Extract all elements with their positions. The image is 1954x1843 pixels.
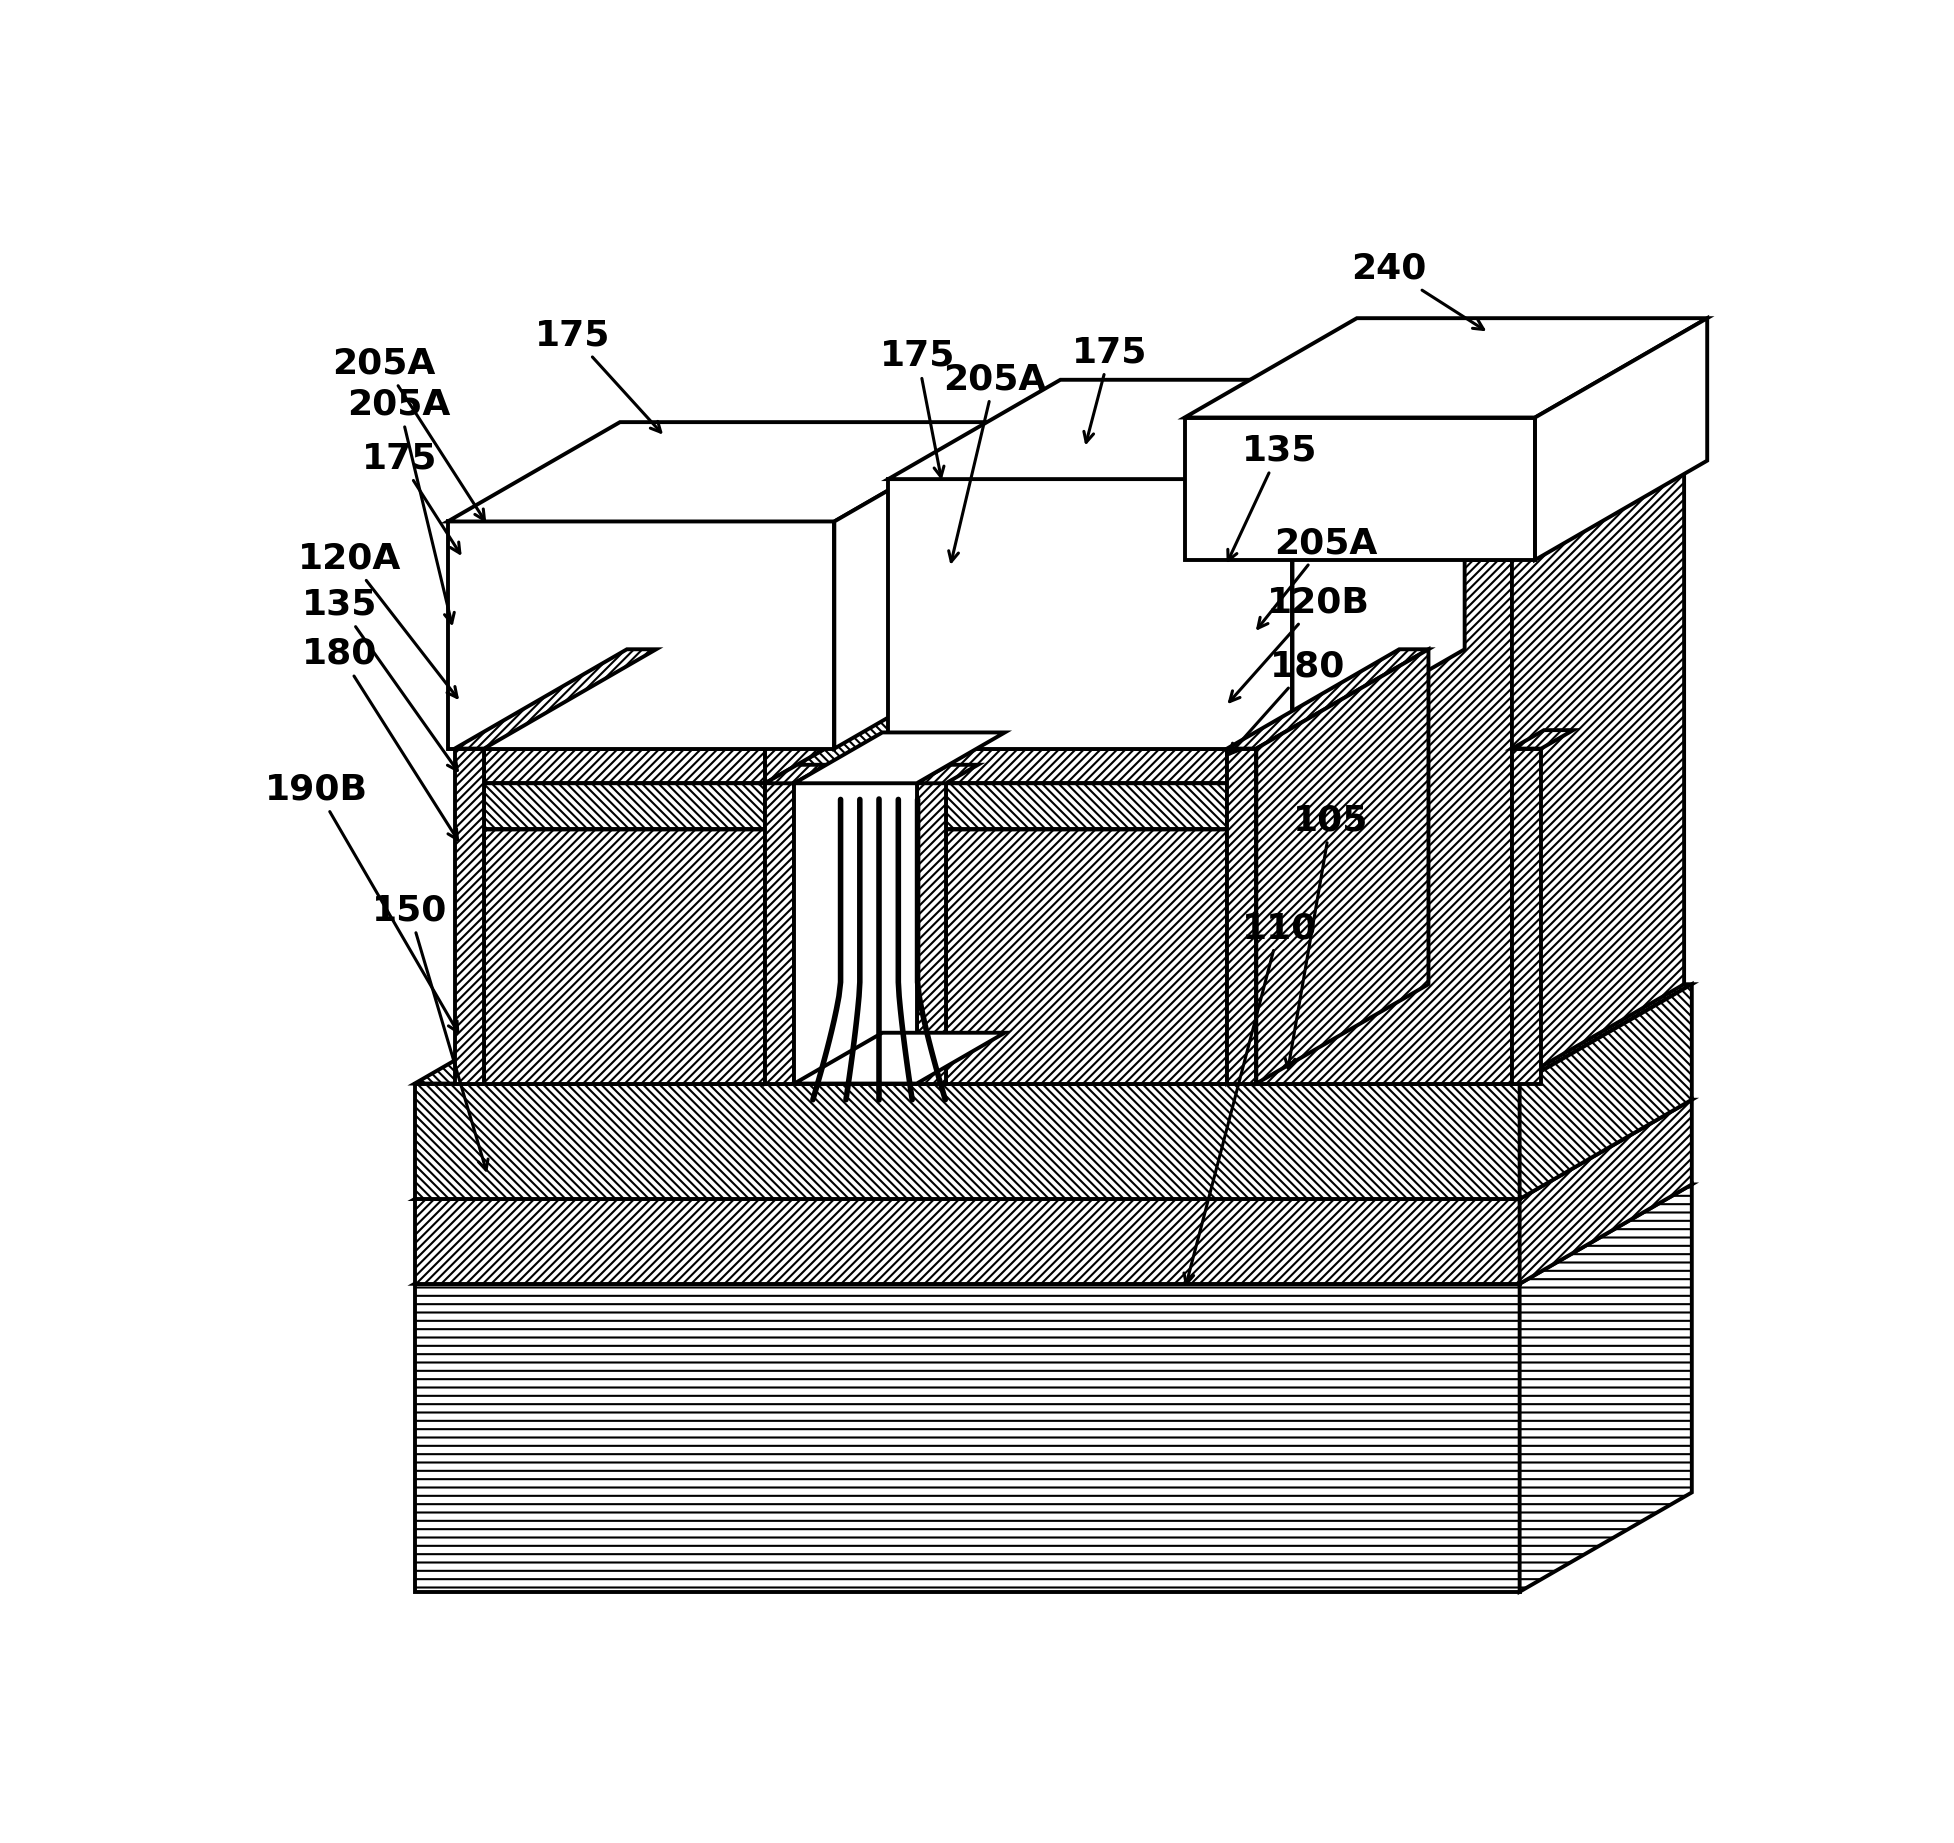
Polygon shape [946,748,1227,783]
Polygon shape [946,730,1399,829]
Polygon shape [1512,730,1573,748]
Polygon shape [1227,649,1399,783]
Polygon shape [946,829,1227,1084]
Polygon shape [1512,461,1684,1084]
Polygon shape [1520,1185,1692,1592]
Text: 120A: 120A [297,542,457,697]
Polygon shape [834,422,1006,748]
Polygon shape [1292,380,1466,748]
Polygon shape [766,684,938,829]
Text: 205A: 205A [1258,525,1378,628]
Polygon shape [793,783,916,1084]
Text: 240: 240 [1350,252,1483,330]
Text: 135: 135 [303,588,457,770]
Polygon shape [1256,649,1428,1084]
Text: 120B: 120B [1229,586,1370,702]
Polygon shape [485,829,766,1084]
Text: 175: 175 [535,319,660,431]
Text: 105: 105 [1286,804,1368,1069]
Polygon shape [1227,649,1428,748]
Polygon shape [889,479,1292,748]
Polygon shape [1227,730,1399,1084]
Polygon shape [414,1285,1520,1592]
Polygon shape [1227,748,1256,1084]
Polygon shape [485,684,938,783]
Polygon shape [766,649,938,783]
Polygon shape [455,649,657,748]
Polygon shape [485,649,938,748]
Polygon shape [485,783,766,829]
Polygon shape [946,783,1227,829]
Polygon shape [946,649,1399,748]
Text: 180: 180 [1229,649,1346,754]
Polygon shape [766,783,793,1084]
Polygon shape [1184,319,1708,418]
Polygon shape [414,1185,1692,1285]
Text: 175: 175 [361,440,459,553]
Text: 205A: 205A [348,387,453,623]
Text: 190B: 190B [266,772,457,1032]
Polygon shape [485,748,766,783]
Polygon shape [916,783,946,1084]
Polygon shape [916,765,979,783]
Polygon shape [793,1032,1004,1084]
Text: 175: 175 [879,339,956,477]
Polygon shape [414,1084,1520,1200]
Polygon shape [1536,319,1708,560]
Polygon shape [1520,984,1692,1200]
Polygon shape [447,522,834,748]
Polygon shape [1512,748,1542,1084]
Text: 110: 110 [1184,910,1317,1285]
Polygon shape [414,984,1692,1084]
Text: 180: 180 [303,638,457,840]
Polygon shape [1247,560,1512,1084]
Polygon shape [766,765,827,783]
Text: 135: 135 [1227,433,1317,560]
Polygon shape [946,684,1399,783]
Polygon shape [447,422,1006,522]
Polygon shape [414,1200,1520,1285]
Polygon shape [485,730,938,829]
Text: 175: 175 [1073,335,1147,442]
Polygon shape [889,380,1466,479]
Polygon shape [766,730,938,1084]
Polygon shape [1520,1100,1692,1285]
Text: 205A: 205A [944,361,1045,562]
Polygon shape [793,732,1004,783]
Polygon shape [1247,461,1684,560]
Polygon shape [455,748,485,1084]
Polygon shape [1227,684,1399,829]
Polygon shape [414,1100,1692,1200]
Text: 205A: 205A [332,346,485,520]
Polygon shape [1184,418,1536,560]
Text: 150: 150 [371,894,488,1170]
